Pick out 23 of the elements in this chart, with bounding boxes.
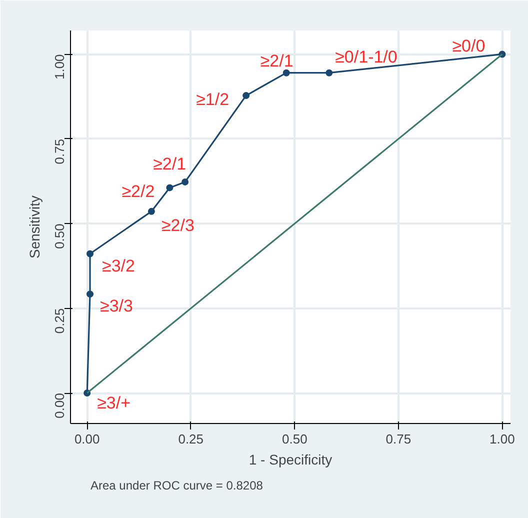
y-tick-label: 1.00 — [52, 54, 67, 80]
annotation: ≥2/2 — [122, 182, 155, 202]
annotation: ≥3/2 — [102, 256, 135, 276]
x-tick-label: 0.00 — [74, 432, 100, 446]
text: Area under ROC curve = 0.8208 — [90, 478, 264, 492]
y-axis-title: Sensitivity — [26, 195, 42, 259]
annotation: ≥2/3 — [161, 216, 194, 235]
annotation: ≥0/0 — [452, 36, 486, 56]
y-tick-label: 0.00 — [52, 393, 67, 418]
annotation: ≥3/3 — [100, 296, 133, 316]
x-axis-title: 1 - Specificity — [248, 452, 332, 468]
x-tick-label: 0.50 — [282, 432, 308, 446]
x-tick-label: 1.00 — [490, 432, 515, 446]
annotation: ≥2/1 — [153, 154, 186, 174]
annotation: ≥3/+ — [97, 394, 131, 413]
y-tick-label: 0.50 — [52, 224, 67, 249]
y-tick-label: 0.75 — [52, 138, 67, 164]
y-tick-label: 0.25 — [52, 308, 67, 334]
annotation: ≥2/1 — [260, 51, 294, 70]
annotation: ≥0/1-1/0 — [335, 47, 398, 66]
x-tick-label: 0.75 — [386, 432, 412, 446]
x-tick-label: 0.25 — [178, 432, 204, 446]
annotation: ≥1/2 — [196, 90, 230, 110]
